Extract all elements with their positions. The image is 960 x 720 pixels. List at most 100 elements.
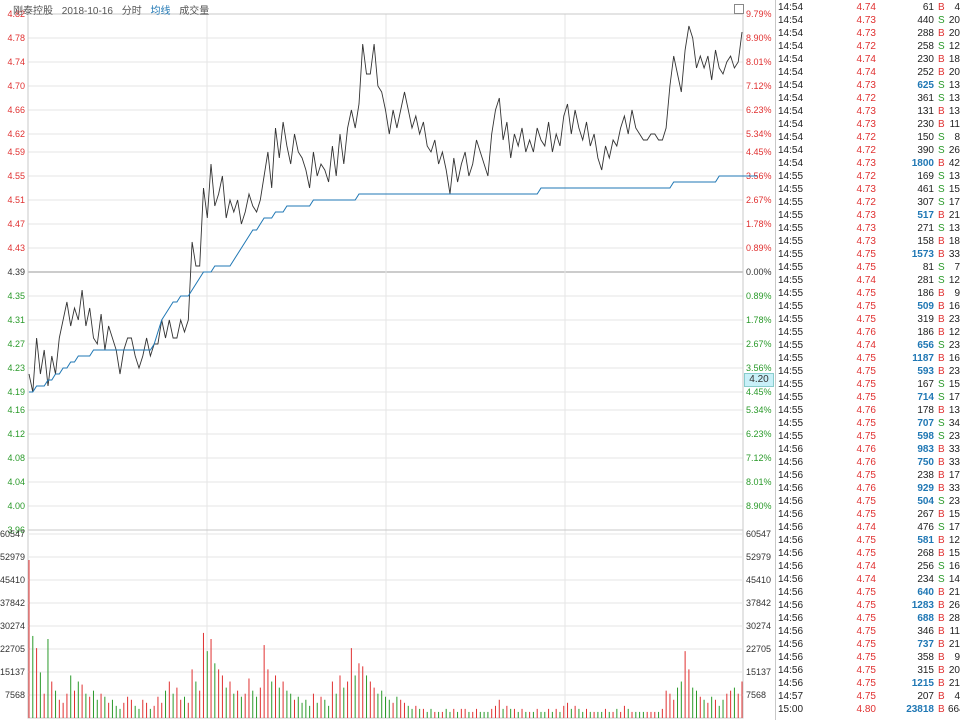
- tick-side: B: [938, 509, 945, 520]
- pct-tick-label: 4.45%: [746, 147, 772, 157]
- pct-tick-label: 4.45%: [746, 387, 772, 397]
- tick-time: 14:54: [778, 80, 804, 91]
- tick-count: 33: [948, 483, 960, 494]
- tick-side: B: [938, 288, 945, 299]
- tick-time: 14:57: [778, 691, 804, 702]
- tick-count: 28: [948, 613, 960, 624]
- tick-side: B: [938, 366, 945, 377]
- tick-volume: 131: [917, 106, 934, 117]
- tick-list[interactable]: 14:54 4.74 61 B 4 14:54 4.73 440 S 20 14:54 4.73 288…: [775, 0, 960, 720]
- pct-tick-label: 6.23%: [746, 105, 772, 115]
- pct-tick-label: 9.79%: [746, 9, 772, 19]
- tick-row: 14:55 4.75 186 B 9: [776, 287, 960, 300]
- tick-row: 14:57 4.75 207 B 4: [776, 690, 960, 703]
- tick-side: S: [938, 184, 945, 195]
- price-tick-label: 4.00: [7, 501, 25, 511]
- tick-count: 23: [948, 431, 960, 442]
- tick-count: 13: [948, 405, 960, 416]
- tick-count: 11: [949, 119, 960, 130]
- tick-count: 12: [948, 275, 960, 286]
- tick-row: 14:54 4.73 131 B 13: [776, 105, 960, 118]
- tick-volume: 315: [917, 665, 934, 676]
- tick-count: 20: [948, 28, 960, 39]
- price-tick-label: 4.16: [7, 405, 25, 415]
- tick-price: 4.75: [856, 262, 876, 273]
- tick-time: 14:54: [778, 28, 804, 39]
- tick-count: 18: [948, 236, 960, 247]
- tick-price: 4.75: [856, 600, 876, 611]
- tick-row: 14:54 4.72 361 S 13: [776, 92, 960, 105]
- price-tick-label: 4.47: [7, 219, 25, 229]
- tick-volume: 361: [917, 93, 934, 104]
- pct-tick-label: 3.56%: [746, 171, 772, 181]
- tick-row: 14:55 4.74 656 S 23: [776, 339, 960, 352]
- tick-price: 4.73: [856, 184, 876, 195]
- tick-time: 14:55: [778, 327, 804, 338]
- tick-side: S: [938, 145, 945, 156]
- tick-side: B: [938, 444, 945, 455]
- tick-count: 16: [948, 353, 960, 364]
- vol-tick-label: 60547: [0, 529, 25, 539]
- tick-count: 21: [948, 678, 960, 689]
- vol-tick-label: 45410: [0, 575, 25, 585]
- tick-time: 14:55: [778, 184, 804, 195]
- tick-price: 4.74: [856, 340, 876, 351]
- price-tick-label: 4.74: [7, 57, 25, 67]
- tick-price: 4.73: [856, 210, 876, 221]
- tick-row: 14:56 4.75 267 B 15: [776, 508, 960, 521]
- tick-volume: 61: [922, 2, 934, 13]
- tick-volume: 319: [917, 314, 934, 325]
- tick-price: 4.75: [856, 678, 876, 689]
- tick-time: 14:54: [778, 132, 804, 143]
- tick-volume: 288: [917, 28, 934, 39]
- collapse-box-icon[interactable]: [734, 4, 744, 14]
- tick-time: 14:55: [778, 288, 804, 299]
- tick-row: 14:56 4.74 256 S 16: [776, 560, 960, 573]
- tick-count: 20: [948, 15, 960, 26]
- tick-count: 26: [948, 145, 960, 156]
- tick-volume: 281: [917, 275, 934, 286]
- tick-side: B: [938, 106, 945, 117]
- tick-side: B: [938, 327, 945, 338]
- tick-price: 4.75: [856, 535, 876, 546]
- tick-time: 14:54: [778, 67, 804, 78]
- tick-row: 14:55 4.75 81 S 7: [776, 261, 960, 274]
- tick-price: 4.73: [856, 28, 876, 39]
- volume-label[interactable]: 成交量: [179, 6, 210, 17]
- tick-count: 20: [948, 67, 960, 78]
- tick-volume: 390: [917, 145, 934, 156]
- avg-line-label[interactable]: 均线: [150, 6, 171, 17]
- tick-count: 4: [954, 2, 960, 13]
- price-tick-label: 4.59: [7, 147, 25, 157]
- tick-price: 4.72: [856, 132, 876, 143]
- tick-side: B: [938, 600, 945, 611]
- tick-row: 14:55 4.73 517 B 21: [776, 209, 960, 222]
- tick-time: 14:56: [778, 444, 804, 455]
- vol-tick-label: 30274: [0, 621, 25, 631]
- tick-row: 14:54 4.73 440 S 20: [776, 14, 960, 27]
- tick-volume: 640: [917, 587, 934, 598]
- tick-volume: 167: [917, 379, 934, 390]
- tick-side: B: [938, 236, 945, 247]
- pct-tick-label: 2.67%: [746, 195, 772, 205]
- tick-time: 14:56: [778, 600, 804, 611]
- tick-count: 42: [948, 158, 960, 169]
- tick-volume: 158: [917, 236, 934, 247]
- tick-volume: 234: [917, 574, 934, 585]
- tick-volume: 267: [917, 509, 934, 520]
- price-tick-label: 4.27: [7, 339, 25, 349]
- tick-price: 4.75: [856, 509, 876, 520]
- tick-volume: 461: [917, 184, 934, 195]
- pct-tick-label: 6.23%: [746, 429, 772, 439]
- tick-side: S: [938, 275, 945, 286]
- tick-count: 15: [948, 509, 960, 520]
- tick-row: 14:54 4.74 61 B 4: [776, 1, 960, 14]
- tick-price: 4.72: [856, 197, 876, 208]
- price-tick-label: 4.04: [7, 477, 25, 487]
- tick-price: 4.73: [856, 158, 876, 169]
- tick-side: S: [938, 262, 945, 273]
- tick-volume: 581: [917, 535, 934, 546]
- price-tick-label: 4.62: [7, 129, 25, 139]
- tick-volume: 1573: [911, 249, 934, 260]
- tick-row: 14:55 4.72 307 S 17: [776, 196, 960, 209]
